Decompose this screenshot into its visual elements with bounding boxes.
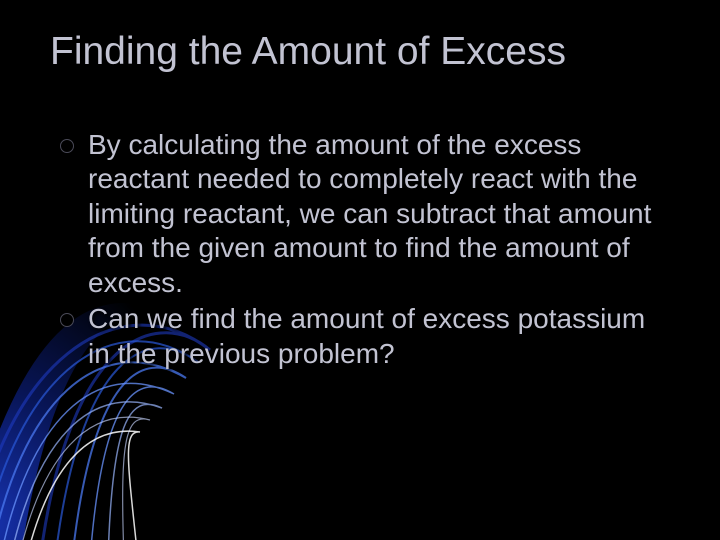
slide-title: Finding the Amount of Excess (50, 30, 690, 75)
slide-body: By calculating the amount of the excess … (60, 128, 670, 373)
bullet-item: By calculating the amount of the excess … (60, 128, 670, 300)
bullet-marker-icon (60, 313, 74, 327)
bullet-text: Can we find the amount of excess potassi… (88, 302, 670, 371)
slide: Finding the Amount of Excess By calculat… (0, 0, 720, 540)
bullet-text: By calculating the amount of the excess … (88, 128, 670, 300)
bullet-item: Can we find the amount of excess potassi… (60, 302, 670, 371)
bullet-marker-icon (60, 139, 74, 153)
